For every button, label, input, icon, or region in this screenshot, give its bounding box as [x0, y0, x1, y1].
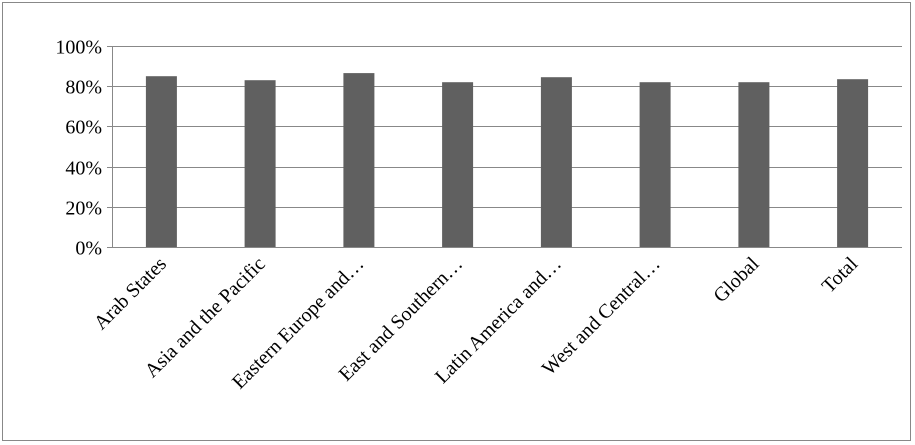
- x-category-label: Total: [818, 253, 863, 298]
- bar-eastern-europe-and: [343, 73, 375, 247]
- y-tick-label: 100%: [55, 37, 102, 59]
- gridlines: [112, 46, 902, 208]
- y-tick-label: 20%: [65, 198, 102, 220]
- axes: [107, 46, 902, 248]
- bar-east-and-southern: [442, 82, 474, 247]
- y-tick-label: 60%: [65, 117, 102, 139]
- bar-latin-america-and: [540, 77, 572, 247]
- bar-arab-states: [145, 76, 177, 247]
- bar-asia-and-the-pacific: [244, 80, 276, 247]
- bar-global: [738, 82, 770, 247]
- y-tick-label: 80%: [65, 77, 102, 99]
- y-tick-label: 40%: [65, 158, 102, 180]
- y-axis-tick-labels: 0% 20% 40% 60% 80% 100%: [55, 37, 102, 260]
- x-category-label: Global: [709, 253, 763, 307]
- bar-west-and-central: [639, 82, 671, 247]
- x-category-label: Arab States: [90, 253, 171, 334]
- bar-total: [837, 79, 869, 247]
- bars: [145, 73, 869, 247]
- y-tick-label: 0%: [75, 238, 102, 260]
